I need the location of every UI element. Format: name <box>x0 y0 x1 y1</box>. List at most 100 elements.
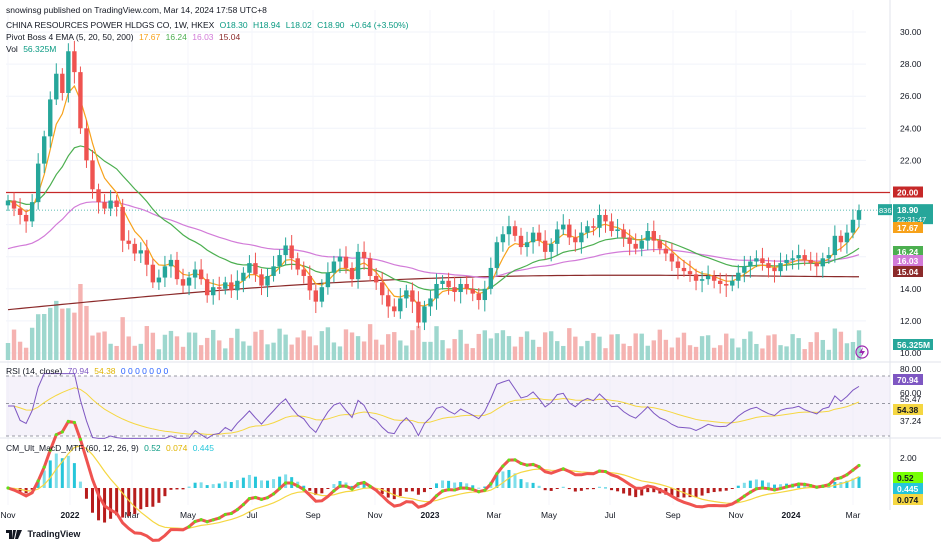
macd-histogram-bar <box>573 488 577 492</box>
candle-body <box>760 258 765 264</box>
rsi-axis-label: 37.24 <box>900 416 922 426</box>
macd-histogram-bar <box>416 488 420 495</box>
volume-bar <box>766 335 771 360</box>
lightning-icon <box>855 345 869 359</box>
volume-bar <box>404 345 409 360</box>
price-axis-label: 22.00 <box>900 155 922 165</box>
candle-body <box>470 288 475 294</box>
volume-bar <box>639 333 644 360</box>
macd-histogram-bar <box>779 484 783 488</box>
macd-histogram-bar <box>748 480 752 488</box>
volume-bar <box>84 305 89 360</box>
macd-histogram-bar <box>477 487 481 489</box>
candle-body <box>29 202 35 222</box>
candle-body <box>850 219 856 233</box>
macd-histogram-bar <box>199 482 203 488</box>
macd-histogram-bar <box>169 488 173 490</box>
volume-bar <box>748 331 753 360</box>
candle-body <box>567 224 572 238</box>
macd-histogram-bar <box>205 485 209 488</box>
macd-positive-marker <box>525 463 529 467</box>
candle-body <box>301 269 306 276</box>
macd-histogram-bar <box>597 486 601 488</box>
volume-bar <box>452 339 457 360</box>
macd-histogram-bar <box>676 488 680 498</box>
macd-histogram-bar <box>272 479 276 488</box>
volume-bar <box>54 300 59 360</box>
high-value: H18.94 <box>252 20 281 30</box>
macd-positive-marker <box>241 502 245 507</box>
macd-hist-value: 0.074 <box>166 443 188 453</box>
candle-body <box>724 283 729 286</box>
candle-body <box>675 261 681 268</box>
candle-body <box>211 287 216 296</box>
volume-bar <box>138 343 143 360</box>
macd-histogram-bar <box>181 488 185 490</box>
volume-bar <box>192 332 198 360</box>
rsi-axis-label: 60.00 <box>900 388 922 398</box>
macd-positive-marker <box>440 489 445 493</box>
volume-bar <box>259 329 264 360</box>
time-axis-label: May <box>541 510 558 520</box>
volume-bar <box>717 345 723 360</box>
macd-histogram-bar <box>543 488 547 491</box>
candle-body <box>241 272 246 281</box>
volume-bar <box>814 332 819 360</box>
macd-histogram-bar <box>350 485 354 488</box>
macd-histogram-bar <box>616 488 620 492</box>
volume-bar <box>687 345 693 360</box>
volume-bar <box>790 334 795 360</box>
macd-histogram-bar <box>531 482 535 488</box>
candle-body <box>223 282 228 289</box>
macd-histogram-bar <box>773 484 777 488</box>
macd-histogram-bar <box>253 476 257 488</box>
macd-positive-marker <box>296 484 300 488</box>
volume-bar <box>615 334 620 360</box>
footer-brand[interactable]: TradingView <box>6 529 80 540</box>
candle-body <box>373 275 379 283</box>
macd-histogram-bar <box>591 488 595 490</box>
last-price-badge-bg <box>878 204 892 216</box>
candle-body <box>742 266 747 273</box>
candle-body <box>458 283 463 293</box>
macd-histogram-bar <box>284 474 288 488</box>
macd-histogram-bar <box>133 488 137 515</box>
candle-body <box>265 275 270 286</box>
volume-bar <box>204 337 210 360</box>
volume-bar <box>247 345 252 360</box>
macd-histogram-bar <box>217 483 221 488</box>
macd-positive-marker <box>483 488 487 492</box>
candle-body <box>78 72 83 129</box>
macd-histogram-bar <box>241 477 245 488</box>
volume-bar <box>180 346 186 360</box>
macd-histogram-bar <box>501 471 505 488</box>
ema-price-tag-bg <box>893 266 923 277</box>
volume-bar <box>464 343 469 360</box>
volume-bar <box>796 338 801 360</box>
ema20-value: 16.24 <box>165 32 187 42</box>
macd-histogram-bar <box>465 483 469 488</box>
macd-positive-marker <box>54 433 58 437</box>
candle-body <box>343 256 349 268</box>
candle-body <box>621 229 626 238</box>
macd-histogram-bar <box>404 488 408 492</box>
volume-bar <box>277 328 282 360</box>
volume-bar <box>579 346 584 360</box>
rsi-ma-tag-bg <box>893 404 923 415</box>
volume-bar <box>325 327 331 360</box>
macd-histogram-bar <box>760 480 764 488</box>
volume-bar <box>844 343 850 360</box>
macd-histogram-bar <box>628 488 632 496</box>
candle-body <box>271 266 276 276</box>
macd-positive-marker <box>459 486 463 490</box>
macd-positive-marker <box>742 494 746 498</box>
macd-histogram-bar <box>211 484 215 488</box>
candle-body <box>856 210 862 220</box>
volume-bar <box>90 335 95 360</box>
candle-body <box>524 242 530 248</box>
volume-bar <box>398 340 403 360</box>
candle-body <box>464 283 469 289</box>
volume-bar <box>186 332 192 360</box>
candle-body <box>838 235 844 243</box>
volume-bar <box>307 336 312 360</box>
